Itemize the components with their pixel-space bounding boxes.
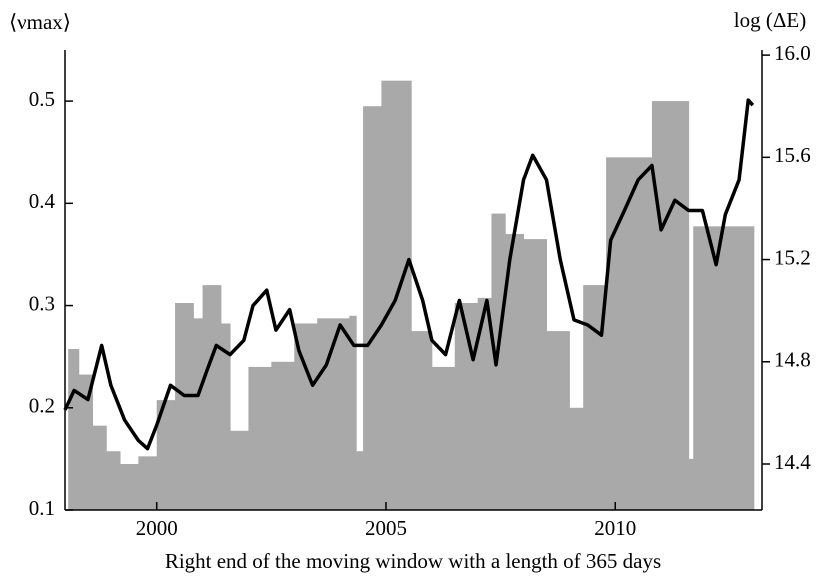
y2-axis-label: log (ΔE) xyxy=(734,8,806,32)
bar xyxy=(651,101,690,510)
bar xyxy=(248,366,272,510)
y2-tick-label: 15.2 xyxy=(774,245,811,269)
bar xyxy=(294,323,318,510)
bar xyxy=(317,318,350,510)
bar xyxy=(693,226,754,511)
x-tick-label: 2000 xyxy=(136,516,178,540)
bar xyxy=(523,239,547,510)
y2-tick-label: 14.4 xyxy=(774,450,811,474)
y2-tick-label: 15.6 xyxy=(774,143,811,167)
bar xyxy=(491,213,506,511)
y2-tick-label: 16.0 xyxy=(774,41,811,65)
bar xyxy=(431,366,456,510)
line xyxy=(63,98,755,451)
bar xyxy=(477,297,492,510)
bar xyxy=(271,361,295,510)
bar xyxy=(230,430,249,510)
bar xyxy=(92,425,107,510)
y-tick-label: 0.3 xyxy=(29,291,55,315)
bar xyxy=(411,331,433,510)
bar xyxy=(569,407,584,510)
bar xyxy=(606,157,653,511)
bar xyxy=(120,464,139,510)
bar xyxy=(220,323,231,510)
bar xyxy=(505,234,525,510)
bar xyxy=(349,315,357,510)
y-tick-label: 0.1 xyxy=(29,496,55,520)
bar xyxy=(752,226,755,511)
bar xyxy=(175,303,194,510)
y2-tick-label: 14.8 xyxy=(774,348,811,372)
x-tick-label: 2005 xyxy=(365,516,407,540)
bar xyxy=(546,331,570,510)
bar xyxy=(78,374,94,510)
bar xyxy=(156,400,176,510)
bar xyxy=(202,285,222,510)
y-axis-label: ⟨νmax⟩ xyxy=(9,10,71,34)
y-tick-label: 0.4 xyxy=(29,189,56,213)
bar xyxy=(106,451,121,510)
bar xyxy=(193,318,204,510)
bar xyxy=(356,451,364,510)
x-tick-label: 2010 xyxy=(594,516,636,540)
bar xyxy=(583,285,607,510)
bar xyxy=(688,458,694,510)
y-tick-label: 0.2 xyxy=(29,394,55,418)
bar xyxy=(138,456,158,510)
bar xyxy=(68,349,80,510)
y-tick-label: 0.5 xyxy=(29,87,55,111)
x-axis-label: Right end of the moving window with a le… xyxy=(165,549,661,573)
bar xyxy=(363,106,382,510)
